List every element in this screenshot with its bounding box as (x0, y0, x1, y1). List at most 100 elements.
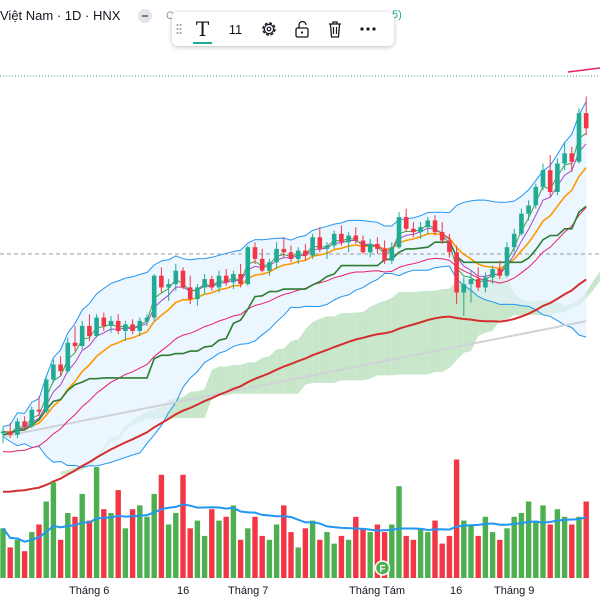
candle (79, 320, 85, 350)
drawing-toolbar: T 11 (172, 12, 394, 46)
candle (29, 406, 35, 429)
ema-50-line (2, 206, 587, 453)
candle-body (389, 247, 395, 261)
more-button[interactable] (351, 12, 384, 46)
volume-bar (72, 516, 78, 578)
candle (339, 225, 344, 246)
candle-body (411, 228, 416, 233)
volume-bar (223, 516, 229, 578)
candle-body (159, 275, 164, 288)
candle-body (166, 284, 171, 288)
candle-body (403, 217, 409, 229)
candle (346, 232, 351, 253)
candle-body (310, 237, 315, 256)
candle-body (51, 364, 56, 380)
volume-bar (324, 532, 330, 578)
ichimoku-cloud-segment (391, 292, 399, 376)
earnings-marker (374, 560, 391, 576)
volume-bar (180, 474, 186, 578)
candle-body (447, 240, 452, 253)
lock-button[interactable] (285, 12, 318, 46)
candle (36, 396, 42, 417)
volume-bar (165, 524, 172, 578)
volume-bar (396, 486, 402, 578)
candle-body (367, 243, 373, 253)
volume-bar (561, 516, 568, 578)
symbol-title[interactable]: Việt Nam · 1D · HNX (0, 8, 121, 23)
volume-bar (353, 516, 359, 578)
candle-body (36, 409, 42, 412)
drag-handle-icon[interactable] (172, 12, 186, 46)
legend-ohlc-prefix: C (166, 10, 174, 22)
candle-body (223, 275, 229, 283)
ichimoku-cloud-segment (449, 281, 457, 368)
ichimoku-cloud-segment (312, 318, 320, 383)
candle (223, 269, 229, 286)
ichimoku-cloud-segment (420, 290, 428, 375)
candle (159, 267, 164, 293)
ichimoku-cloud-segment (334, 312, 342, 383)
ichimoku-cloud-segment (305, 322, 313, 385)
volume-bar (50, 482, 57, 578)
ichimoku-cloud-segment (593, 271, 600, 290)
candle (58, 356, 63, 377)
x-axis-tick-label: Tháng 6 (69, 585, 110, 597)
volume-bar (345, 539, 352, 578)
candle (432, 215, 438, 236)
text-color-button[interactable]: T (186, 12, 219, 46)
candle-body (238, 274, 243, 284)
font-size-button[interactable]: 11 (219, 12, 252, 46)
volume-bar (7, 547, 13, 578)
candle (216, 270, 222, 293)
candle (411, 222, 416, 238)
volume-bar (295, 547, 301, 578)
volume-bar (259, 535, 265, 578)
volume-bar (583, 501, 589, 578)
candle (288, 245, 294, 263)
candle-body (79, 325, 85, 346)
candle-body (43, 379, 49, 412)
candle (281, 237, 287, 258)
volume-bar (381, 532, 388, 578)
delete-button[interactable] (318, 12, 351, 46)
candle-body (461, 284, 467, 293)
candle-body (267, 262, 272, 271)
candle-body (101, 317, 107, 326)
volume-bar (115, 490, 121, 578)
ichimoku-cloud-segment (204, 369, 212, 419)
text-tool-icon: T (192, 17, 213, 44)
candle-body (490, 269, 495, 278)
candle (87, 314, 92, 342)
candle-body (216, 275, 222, 288)
candle-body (317, 237, 323, 249)
candle-body (72, 342, 78, 347)
collapse-legend-button[interactable] (138, 9, 152, 23)
ichimoku-cloud-segment (348, 312, 356, 381)
candle-body (396, 217, 402, 248)
ichimoku-cloud-segment (370, 303, 378, 379)
volume-bar (475, 535, 481, 578)
ema-5-line (2, 132, 587, 434)
kijun-line (2, 205, 587, 436)
candle (583, 96, 589, 135)
candle-body (288, 252, 294, 259)
candle (173, 263, 179, 291)
x-axis-tick-label: 16 (177, 585, 190, 597)
candle-body (151, 275, 157, 318)
settings-button[interactable] (252, 12, 285, 46)
candle (151, 274, 157, 321)
candle (245, 245, 251, 286)
candle (7, 423, 13, 439)
volume-bar (504, 528, 510, 578)
ichimoku-cloud-segment (427, 290, 435, 375)
ichimoku-cloud-segment (60, 470, 68, 476)
candle (202, 274, 207, 295)
volume-bar (281, 505, 287, 578)
volume-bar (468, 524, 474, 578)
candle (137, 317, 143, 336)
candle (94, 314, 99, 338)
volume-bar (461, 520, 467, 578)
ema-100-line (2, 278, 587, 493)
candle-body (504, 247, 510, 276)
